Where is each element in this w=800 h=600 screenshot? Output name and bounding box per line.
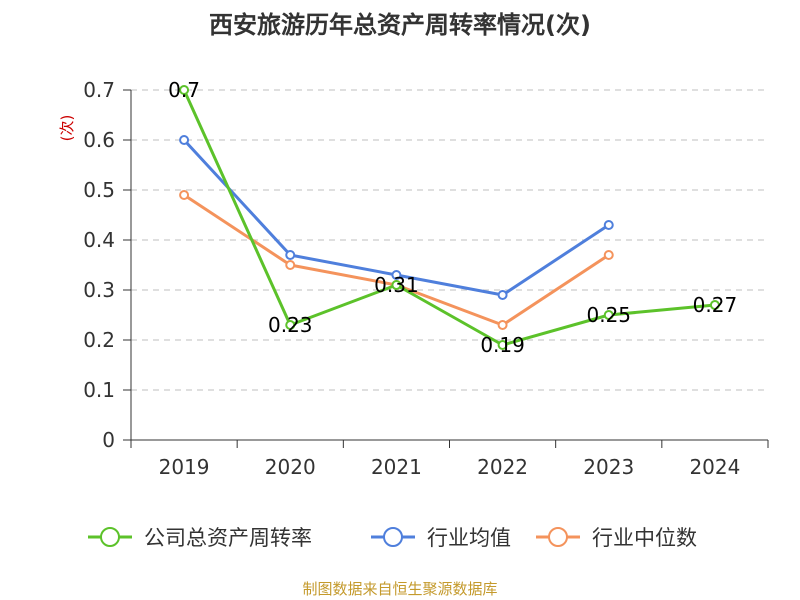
- data-point: [497, 320, 508, 330]
- y-axis-label: (次): [58, 115, 76, 142]
- x-tick-label: 2023: [583, 455, 634, 479]
- data-point: [603, 310, 614, 320]
- data-point: [285, 250, 296, 260]
- series-line: [183, 193, 610, 327]
- y-tick-label: 0.5: [83, 178, 115, 202]
- y-tick-label: 0.4: [83, 228, 115, 252]
- legend-swatch-marker: [100, 527, 120, 547]
- series-layer: [179, 85, 720, 350]
- data-label: 0.27: [693, 293, 738, 317]
- data-point: [497, 340, 508, 350]
- data-label: 0.7: [168, 78, 200, 102]
- data-point: [179, 190, 190, 200]
- data-point: [603, 220, 614, 230]
- x-tick-label: 2021: [371, 455, 422, 479]
- source-note: 制图数据来自恒生聚源数据库: [302, 580, 497, 598]
- data-point: [709, 300, 720, 310]
- legend-label: 行业均值: [427, 526, 511, 550]
- data-label: 0.23: [268, 313, 313, 337]
- data-label: 0.25: [586, 303, 631, 327]
- data-point: [179, 135, 190, 145]
- chart-title: 西安旅游历年总资产周转率情况(次): [209, 11, 591, 39]
- x-tick-label: 2024: [689, 455, 740, 479]
- y-tick-label: 0.2: [83, 328, 115, 352]
- y-tick-label: 0.1: [83, 378, 115, 402]
- data-label: 0.31: [374, 273, 419, 297]
- grid: [131, 89, 768, 391]
- y-tick-label: 0.6: [83, 128, 115, 152]
- x-tick-label: 2019: [159, 455, 210, 479]
- x-tick-label: 2022: [477, 455, 528, 479]
- y-tick-label: 0.3: [83, 278, 115, 302]
- data-point: [285, 260, 296, 270]
- legend: 公司总资产周转率 行业均值 行业中位数: [88, 526, 697, 550]
- data-point: [285, 320, 296, 330]
- legend-swatch-marker: [548, 527, 568, 547]
- data-label: 0.19: [480, 333, 525, 357]
- data-point: [603, 250, 614, 260]
- legend-swatch-marker: [383, 527, 403, 547]
- legend-label: 公司总资产周转率: [144, 526, 312, 550]
- data-labels: 0.7 0.23 0.31 0.19 0.25 0.27: [168, 78, 737, 357]
- x-tick-label: 2020: [265, 455, 316, 479]
- data-point: [179, 85, 190, 95]
- data-point: [391, 270, 402, 280]
- data-point: [391, 280, 402, 290]
- axes: 0 0.1 0.2 0.3 0.4 0.5 0.6 0.7 2019 2020 2021 2022 20…: [83, 78, 769, 479]
- legend-label: 行业中位数: [592, 526, 697, 550]
- series-line: [182, 89, 716, 347]
- data-point: [497, 290, 508, 300]
- y-tick-label: 0: [102, 428, 115, 452]
- y-tick-label: 0.7: [83, 78, 115, 102]
